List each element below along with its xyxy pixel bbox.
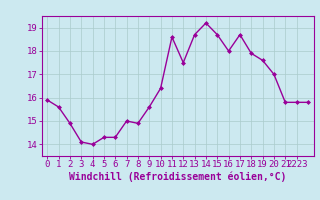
X-axis label: Windchill (Refroidissement éolien,°C): Windchill (Refroidissement éolien,°C) [69, 172, 286, 182]
